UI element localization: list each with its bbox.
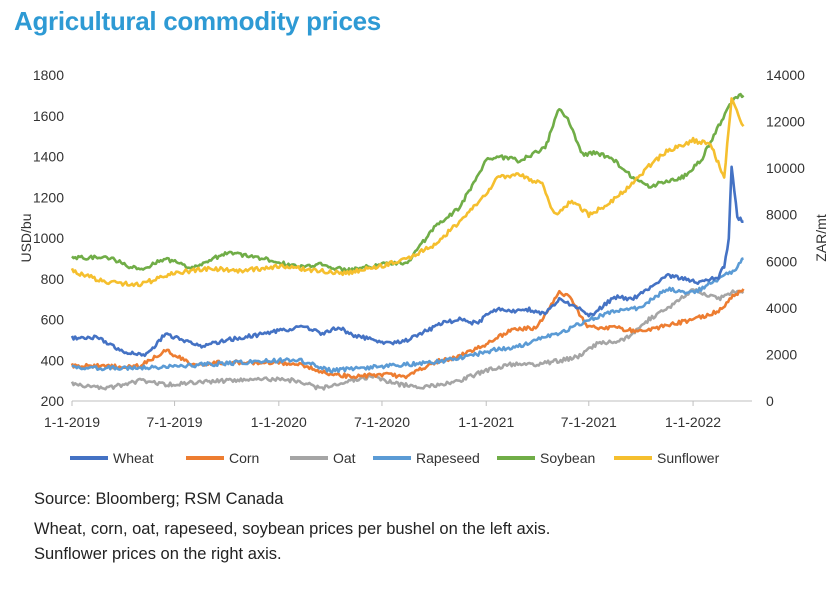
- series-layer: [70, 92, 745, 391]
- y2-tick-label: 4000: [766, 300, 797, 316]
- y-tick-label: 1200: [33, 189, 64, 205]
- x-tick-label: 1-1-2021: [458, 414, 514, 430]
- y2-tick-label: 14000: [766, 67, 805, 83]
- series-line-corn: [70, 288, 745, 380]
- y2-tick-label: 6000: [766, 253, 797, 269]
- legend-label-wheat: Wheat: [113, 450, 154, 466]
- y-tick-label: 400: [41, 352, 65, 368]
- x-tick-label: 7-1-2020: [354, 414, 410, 430]
- x-tick-label: 7-1-2019: [147, 414, 203, 430]
- series-line-wheat: [70, 165, 744, 358]
- source-note: Source: Bloomberg; RSM Canada: [34, 490, 284, 508]
- x-tick-label: 7-1-2021: [561, 414, 617, 430]
- note-line-2: Sunflower prices on the right axis.: [34, 545, 282, 563]
- y-tick-label: 1400: [33, 149, 64, 165]
- y2-tick-label: 2000: [766, 346, 797, 362]
- legend-label-sunflower: Sunflower: [657, 450, 720, 466]
- legend-label-corn: Corn: [229, 450, 259, 466]
- legend-label-soybean: Soybean: [540, 450, 595, 466]
- series-line-rapeseed: [71, 257, 744, 374]
- y-tick-label: 1000: [33, 230, 64, 246]
- x-tick-label: 1-1-2020: [251, 414, 307, 430]
- x-tick-label: 1-1-2022: [665, 414, 721, 430]
- axes: 200 400 600 800 1000 1200 1400 1600 1800 0 2000 400…: [18, 67, 829, 430]
- series-line-soybean: [71, 92, 745, 274]
- y2-tick-label: 8000: [766, 207, 797, 223]
- series-line-oat: [70, 288, 745, 391]
- series-line-sunflower: [70, 97, 745, 288]
- x-tick-label: 1-1-2019: [44, 414, 100, 430]
- y2-tick-label: 0: [766, 393, 774, 409]
- y-tick-label: 600: [41, 312, 65, 328]
- y-tick-label: 200: [41, 393, 65, 409]
- chart-title: Agricultural commodity prices: [14, 6, 381, 36]
- y-tick-label: 1800: [33, 67, 64, 83]
- y-tick-label: 1600: [33, 108, 64, 124]
- note-line-1: Wheat, corn, oat, rapeseed, soybean pric…: [34, 520, 551, 538]
- y-tick-label: 800: [41, 271, 65, 287]
- legend-label-oat: Oat: [333, 450, 356, 466]
- legend-label-rapeseed: Rapeseed: [416, 450, 480, 466]
- y2-axis-title: ZAR/mt: [813, 214, 829, 262]
- y2-tick-label: 12000: [766, 114, 805, 130]
- legend: Wheat Corn Oat Rapeseed Soybean Sunflower: [70, 450, 720, 466]
- y-axis-title: USD/bu: [18, 213, 34, 262]
- y2-tick-label: 10000: [766, 160, 805, 176]
